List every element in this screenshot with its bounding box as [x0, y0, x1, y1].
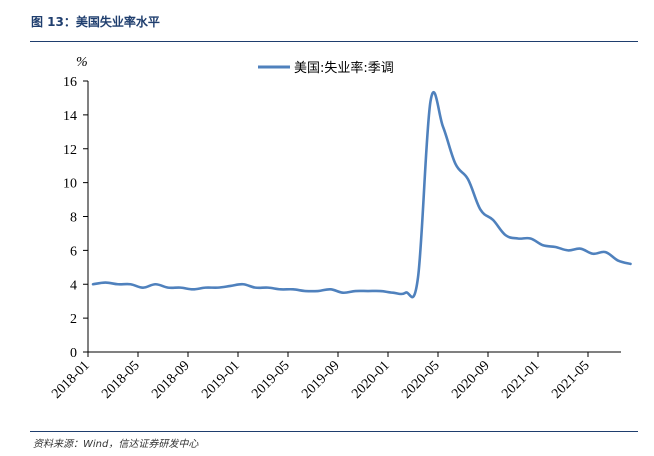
x-tick-label: 2021-01 — [499, 358, 543, 402]
y-tick-label: 4 — [70, 278, 77, 293]
x-tick-label: 2019-01 — [199, 358, 243, 402]
y-tick-label: 12 — [63, 143, 77, 158]
figure-title: 图 13：美国失业率水平 — [31, 15, 160, 29]
y-tick-label: 6 — [70, 244, 77, 259]
source-note: 资料来源：Wind，信达证券研发中心 — [33, 439, 199, 450]
y-tick-label: 16 — [63, 75, 77, 90]
x-tick-label: 2020-01 — [349, 358, 393, 402]
x-tick-label: 2018-05 — [99, 358, 143, 402]
y-tick-label: 14 — [63, 109, 77, 124]
x-tick-label: 2018-09 — [149, 358, 193, 402]
x-tick-label: 2021-05 — [549, 358, 593, 402]
series-line-0 — [91, 91, 632, 299]
y-tick-label: 2 — [70, 312, 77, 327]
y-tick-label: 8 — [70, 211, 77, 226]
y-tick-label: 0 — [70, 346, 77, 361]
x-tick-label: 2019-09 — [299, 358, 343, 402]
x-tick-label: 2019-05 — [249, 358, 293, 402]
top-rule — [30, 41, 638, 42]
chart-axes — [83, 80, 621, 357]
x-tick-label: 2018-01 — [49, 358, 93, 402]
x-tick-labels: 2018-01 2018-05 2018-09 2019-01 2019-05 2019-… — [49, 358, 593, 402]
legend-label: 美国:失业率:季调 — [294, 60, 394, 76]
x-tick-label: 2020-09 — [449, 358, 493, 402]
legend: 美国:失业率:季调 — [258, 60, 394, 76]
y-tick-labels: 0 2 4 6 8 10 12 14 16 — [63, 75, 77, 361]
series-group — [91, 91, 632, 299]
y-tick-label: 10 — [63, 177, 77, 192]
x-tick-label: 2020-05 — [399, 358, 443, 402]
y-unit-label: % — [76, 55, 88, 70]
bottom-rule — [30, 431, 638, 432]
